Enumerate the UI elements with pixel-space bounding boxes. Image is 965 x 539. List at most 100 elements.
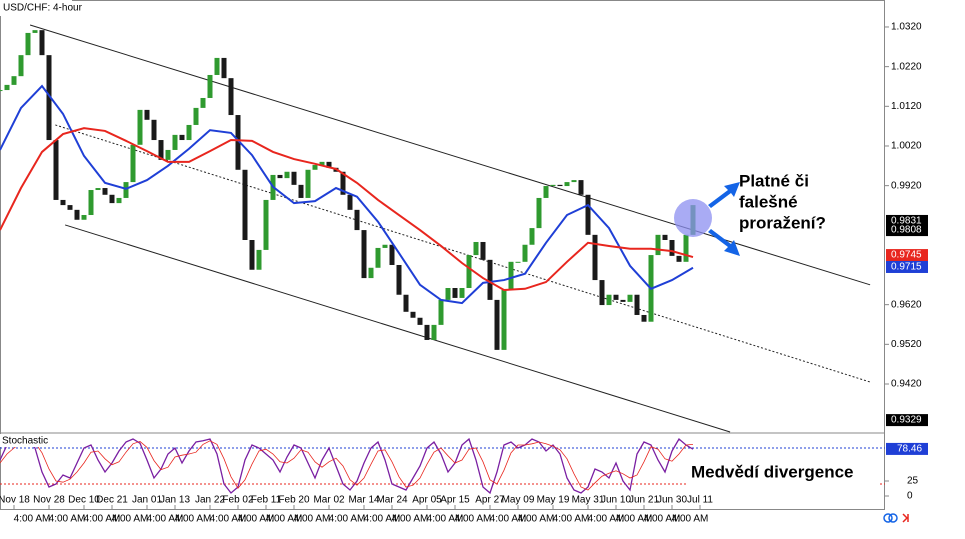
- x-tick-label: Nov 28: [33, 495, 65, 506]
- y-tick-label: 1.0220: [891, 61, 922, 72]
- candle: [480, 241, 486, 260]
- candle: [459, 288, 465, 298]
- x-time-label: 4:00 AM: [147, 514, 184, 525]
- moving-average: [0, 127, 694, 291]
- x-time-label: 4:00 AM: [588, 514, 625, 525]
- x-time-label: 4:00 AM: [175, 514, 212, 525]
- candle: [410, 311, 416, 318]
- toolbar-icons[interactable]: [883, 513, 909, 523]
- channel-line: [64, 224, 731, 433]
- candle: [319, 161, 325, 166]
- candle: [620, 299, 626, 302]
- channel-line: [55, 124, 871, 383]
- candle: [60, 199, 66, 206]
- price-marker: [886, 214, 928, 227]
- y-tick-label: 0.9520: [891, 339, 922, 350]
- candle: [340, 171, 346, 195]
- candle: [683, 234, 689, 262]
- price-marker: [886, 224, 928, 237]
- candle: [389, 244, 395, 265]
- candle: [326, 161, 332, 168]
- stochastic-marker-label: 78.46: [897, 444, 922, 455]
- candle: [305, 169, 311, 198]
- frame: [0, 0, 885, 510]
- plot: 1.0320 1.0220 1.0120 1.0020 0.9920 0.9620 0.95…: [0, 22, 928, 525]
- candle: [4, 84, 10, 91]
- x-time-label: 4:00 AM: [14, 514, 51, 525]
- candle: [571, 180, 577, 183]
- candle: [396, 264, 402, 295]
- candle: [529, 228, 535, 245]
- candle: [0, 90, 3, 92]
- x-time-label: 4:00 AM: [238, 514, 275, 525]
- price-marker-label: 0.9715: [891, 262, 922, 273]
- y-tick-label: 0: [907, 491, 913, 502]
- x-tick-label: Feb 11: [251, 495, 282, 506]
- candle: [263, 199, 269, 250]
- candle: [88, 190, 94, 216]
- x-time-label: 4:00 AM: [266, 514, 303, 525]
- candle: [81, 215, 87, 220]
- x-tick-label: Jan 01: [132, 495, 162, 506]
- chart-title: USD/CHF: 4-hour: [3, 3, 83, 14]
- candle: [298, 184, 304, 198]
- x-tick-label: Feb 02: [222, 495, 254, 506]
- x-tick-label: Apr 15: [440, 495, 470, 506]
- candle: [557, 184, 563, 187]
- x-time-label: 4:00 AM: [210, 514, 247, 525]
- y-tick-label: 0.9620: [891, 299, 922, 310]
- x-time-label: 4:00 AM: [672, 514, 709, 525]
- x-tick-label: Apr 05: [412, 495, 442, 506]
- annotation: Medvědí divergence: [691, 462, 854, 481]
- x-tick-label: Mar 14: [348, 495, 380, 506]
- candle: [109, 194, 115, 204]
- x-time-label: 4:00 AM: [112, 514, 149, 525]
- icon[interactable]: [883, 513, 893, 523]
- x-time-label: 4:00 AM: [518, 514, 555, 525]
- annotation-bg: [688, 461, 880, 485]
- candle: [354, 209, 360, 231]
- candle: [438, 299, 444, 325]
- candle: [494, 299, 500, 350]
- x-time-label: 4:00 AM: [329, 514, 366, 525]
- x-tick-label: Jan 13: [160, 495, 190, 506]
- candle: [53, 140, 59, 200]
- candle: [403, 294, 409, 312]
- price-marker-label: 0.9745: [891, 250, 922, 261]
- x-time-label: 4:00 AM: [294, 514, 331, 525]
- candle: [375, 247, 381, 268]
- annotation: Platné či: [739, 171, 809, 190]
- candle: [312, 165, 318, 170]
- candle: [585, 194, 591, 235]
- candle: [242, 169, 248, 240]
- x-time-label: 4:00 AM: [84, 514, 121, 525]
- icon[interactable]: [902, 513, 909, 523]
- x-tick-label: Jun 21: [629, 495, 659, 506]
- candle: [466, 255, 472, 288]
- candle: [578, 180, 584, 195]
- x-tick-label: Apr 27: [475, 495, 505, 506]
- candle: [522, 244, 528, 262]
- candle: [74, 209, 80, 220]
- candle: [592, 234, 598, 281]
- candle: [200, 97, 206, 108]
- y-tick-label: 0.9420: [891, 379, 922, 390]
- candle: [221, 57, 227, 79]
- icon[interactable]: [888, 513, 898, 523]
- x-time-label: 4:00 AM: [427, 514, 464, 525]
- candle: [662, 234, 668, 240]
- annotation: proražení?: [739, 213, 826, 232]
- y-tick-label: 25: [907, 476, 919, 487]
- candle: [165, 149, 171, 160]
- candle: [452, 288, 458, 298]
- candle: [655, 234, 661, 256]
- stochastic-marker: [886, 442, 928, 455]
- candle: [564, 182, 570, 187]
- x-tick-label: Feb 20: [278, 495, 310, 506]
- x-tick-label: May 09: [502, 495, 535, 506]
- candle: [25, 32, 31, 56]
- price-marker-label: 0.9831: [891, 216, 922, 227]
- candle: [18, 55, 24, 77]
- candle: [158, 140, 164, 160]
